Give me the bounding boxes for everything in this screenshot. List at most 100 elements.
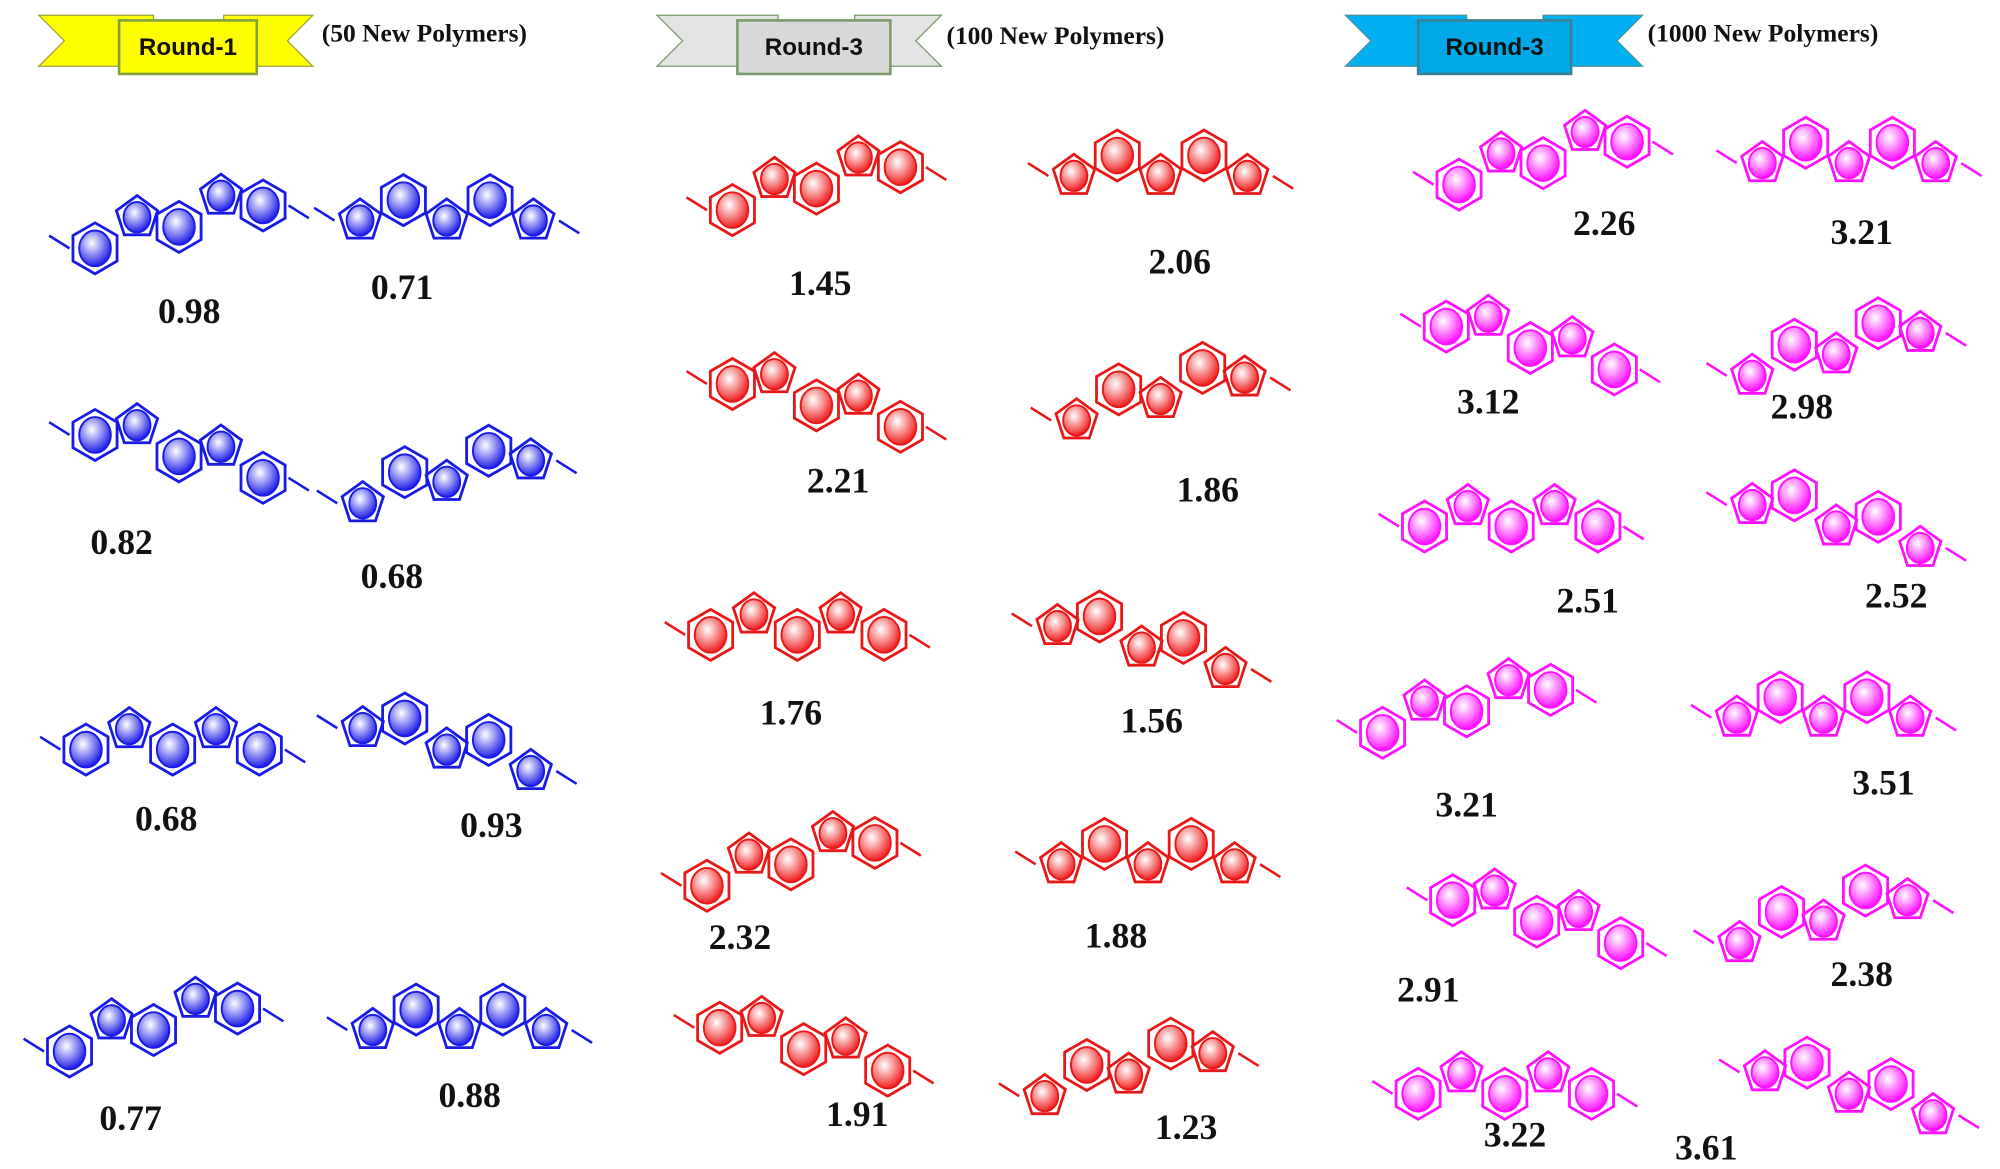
pentagon-ring — [1550, 314, 1595, 358]
bond — [1960, 162, 1983, 178]
aromatic-circle — [1488, 1074, 1522, 1113]
aromatic-circle — [1494, 507, 1528, 546]
molecule — [326, 982, 593, 1050]
hexagon-ring — [1597, 915, 1645, 971]
polymer-value: 1.88 — [1085, 916, 1147, 956]
hexagon-ring — [767, 837, 815, 892]
aromatic-circle — [1513, 329, 1548, 367]
hexagon-ring — [708, 182, 756, 238]
molecule — [48, 401, 310, 505]
hexagon-ring — [71, 221, 119, 276]
polymer-value: 3.12 — [1457, 382, 1519, 422]
aromatic-circle — [1526, 144, 1560, 182]
molecule — [1014, 816, 1282, 884]
bond — [925, 425, 947, 441]
aromatic-circle — [1850, 678, 1884, 717]
hexagon-ring — [1603, 114, 1651, 169]
bond — [48, 234, 71, 250]
molecule — [1371, 1049, 1639, 1121]
bond — [1399, 312, 1422, 328]
aromatic-circle — [155, 730, 190, 769]
aromatic-circle — [206, 179, 236, 212]
hexagon-ring — [876, 140, 924, 195]
hexagon-ring — [465, 423, 513, 478]
molecule — [1336, 656, 1598, 760]
polymer-value: 2.52 — [1865, 575, 1927, 615]
bond — [1692, 929, 1715, 945]
aromatic-circle — [1540, 489, 1569, 523]
aromatic-circle — [1069, 1046, 1104, 1084]
pentagon-ring — [198, 423, 244, 466]
pentagon-ring — [1887, 694, 1933, 737]
banner-label: Round-3 — [765, 34, 863, 61]
molecule — [660, 809, 922, 913]
bond — [1645, 942, 1668, 957]
pentagon-ring — [1466, 293, 1511, 336]
bond — [39, 735, 62, 751]
aromatic-circle — [1435, 881, 1470, 920]
aromatic-circle — [432, 465, 462, 499]
polymer-value: 3.22 — [1484, 1115, 1546, 1155]
aromatic-circle — [826, 598, 856, 631]
molecule — [1692, 863, 1955, 963]
bond — [316, 714, 338, 730]
polymer-value: 1.56 — [1120, 700, 1182, 740]
molecule — [1399, 293, 1661, 397]
hexagon-ring — [381, 691, 429, 746]
aromatic-circle — [432, 733, 462, 766]
aromatic-circle — [114, 713, 144, 746]
molecule — [664, 591, 931, 662]
aromatic-circle — [1905, 531, 1935, 565]
bond — [48, 421, 71, 437]
polymer-value: 2.98 — [1771, 387, 1833, 427]
aromatic-circle — [760, 358, 789, 391]
hexagon-ring — [1075, 589, 1124, 644]
hexagon-ring — [864, 1043, 912, 1098]
molecule — [685, 134, 947, 238]
pentagon-ring — [1222, 354, 1267, 397]
pentagon-ring — [1472, 867, 1517, 910]
aromatic-circle — [1447, 1057, 1476, 1090]
aromatic-circle — [348, 712, 378, 745]
ribbon-box — [736, 19, 892, 76]
pentagon-ring — [1813, 330, 1859, 374]
aromatic-circle — [1764, 893, 1799, 931]
pentagon-ring — [508, 747, 554, 790]
pentagon-ring — [1742, 1048, 1788, 1092]
hexagon-ring — [1770, 317, 1818, 372]
polymer-value: 1.76 — [760, 693, 822, 733]
aromatic-circle — [162, 208, 196, 246]
pentagon-ring — [107, 705, 152, 749]
aromatic-circle — [1603, 924, 1638, 962]
bond — [925, 166, 947, 182]
hexagon-ring — [1401, 499, 1448, 554]
hexagon-ring — [155, 199, 203, 255]
bond — [1014, 850, 1037, 866]
molecule — [1030, 340, 1292, 440]
aromatic-circle — [715, 191, 750, 229]
pentagon-ring — [1402, 678, 1447, 721]
molecule — [1412, 108, 1674, 212]
aromatic-circle — [1722, 701, 1752, 734]
hexagon-ring — [683, 858, 731, 913]
bond — [1272, 174, 1294, 190]
aromatic-circle — [1848, 871, 1883, 910]
aromatic-circle — [1821, 338, 1851, 371]
aromatic-circle — [883, 408, 918, 446]
molecule — [48, 172, 310, 276]
aromatic-circle — [1114, 1058, 1144, 1091]
hexagon-ring — [466, 173, 514, 228]
bond — [1269, 376, 1292, 392]
aromatic-circle — [1747, 147, 1777, 180]
aromatic-circle — [1564, 895, 1594, 929]
aromatic-circle — [786, 1030, 821, 1068]
aromatic-circle — [387, 699, 422, 738]
aromatic-circle — [870, 1051, 905, 1090]
aromatic-circle — [1570, 115, 1600, 149]
bond — [1250, 667, 1273, 683]
aromatic-circle — [136, 1011, 171, 1049]
pentagon-ring — [511, 197, 556, 240]
aromatic-circle — [516, 754, 546, 788]
aromatic-circle — [1185, 349, 1220, 387]
